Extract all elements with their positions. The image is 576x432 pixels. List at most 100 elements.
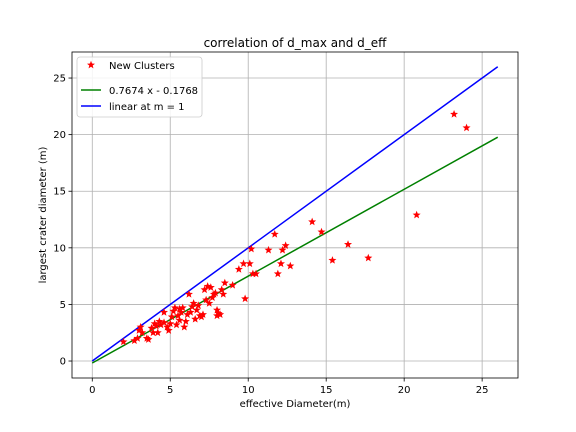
scatter-point	[286, 261, 295, 270]
scatter-point	[160, 308, 168, 316]
scatter-point	[174, 311, 183, 320]
scatter-point	[164, 326, 173, 334]
y-tick-label: 20	[53, 130, 66, 141]
scatter-point	[144, 335, 153, 343]
scatter-point	[175, 316, 184, 324]
scatter-point	[462, 123, 471, 132]
scatter-point	[130, 336, 139, 345]
scatter-point	[153, 328, 162, 337]
x-tick-label: 25	[476, 385, 489, 396]
y-tick-label: 0	[60, 357, 66, 368]
scatter-point	[214, 309, 223, 317]
legend-label-fit: 0.7674 x - 0.1768	[109, 86, 198, 97]
scatter-point	[264, 245, 273, 254]
scatter-point	[213, 305, 222, 314]
scatter-point	[247, 244, 256, 253]
scatter-point	[135, 326, 144, 334]
scatter-point	[178, 303, 187, 312]
scatter-point	[364, 253, 373, 262]
scatter-point	[317, 227, 326, 236]
y-axis-ticks: 0 5 10 15 20 25	[53, 74, 72, 368]
scatter-point	[228, 280, 237, 289]
scatter-point	[412, 210, 421, 219]
scatter-point	[188, 302, 197, 311]
scatter-point	[181, 317, 190, 325]
scatter-point	[142, 334, 151, 342]
scatter-point	[138, 328, 147, 337]
plot-frame	[71, 51, 519, 379]
scatter-point	[163, 322, 172, 331]
x-tick-label: 20	[398, 385, 411, 396]
scatter-point	[252, 269, 261, 278]
scatter-point	[211, 288, 220, 297]
scatter-point	[150, 319, 159, 328]
scatter-point	[180, 322, 189, 331]
scatter-point	[166, 319, 175, 328]
scatter-point	[149, 328, 158, 337]
scatter-point	[219, 290, 228, 298]
scatter-point	[200, 285, 209, 294]
legend-box	[76, 56, 203, 118]
scatter-point	[147, 323, 156, 332]
scatter-point	[344, 240, 353, 248]
y-tick-label: 15	[53, 187, 66, 198]
x-tick-label: 10	[242, 385, 255, 396]
scatter-point	[206, 283, 215, 291]
legend-label-clusters: New Clusters	[109, 61, 175, 72]
scatter-point	[156, 320, 165, 329]
scatter-point	[191, 314, 200, 323]
scatter-point	[167, 312, 176, 321]
scatter-point	[170, 303, 179, 312]
x-tick-label: 5	[167, 385, 173, 396]
scatter-point	[234, 265, 243, 273]
scatter-point	[239, 259, 248, 268]
scatter-point	[184, 290, 193, 298]
scatter-point	[308, 217, 317, 226]
scatter-point	[155, 317, 164, 325]
scatter-point	[205, 299, 214, 307]
scatter-point	[133, 334, 142, 342]
scatter-point	[281, 241, 290, 249]
y-axis-label: largest crater diameter (m)	[38, 147, 49, 284]
x-tick-label: 0	[89, 385, 95, 396]
y-tick-label: 5	[60, 300, 66, 311]
scatter-point	[177, 308, 186, 316]
scatter-point	[160, 318, 168, 326]
legend: New Clusters 0.7674 x - 0.1768 linear at…	[76, 56, 203, 118]
scatter-point	[276, 259, 285, 268]
scatter-point	[119, 337, 128, 346]
scatter-point	[203, 282, 212, 290]
scatter-point	[245, 259, 254, 268]
scatter-point	[195, 311, 204, 320]
scatter-point	[189, 299, 198, 307]
scatter-point	[175, 304, 184, 313]
scatter-point	[208, 293, 217, 302]
scatter-point	[273, 269, 282, 278]
scatter-point	[241, 294, 250, 303]
scatter-point	[202, 295, 211, 304]
scatter-point	[136, 322, 145, 331]
legend-star-marker	[87, 60, 95, 69]
unit-slope-line	[91, 66, 499, 362]
scatter-point	[217, 285, 226, 294]
scatter-point	[169, 307, 178, 315]
scatter-points	[119, 110, 471, 346]
scatter-point	[220, 278, 229, 287]
y-tick-label: 10	[53, 243, 66, 254]
scatter-point	[270, 230, 279, 238]
scatter-point	[328, 256, 337, 264]
scatter-point	[183, 310, 192, 319]
scatter-point	[248, 269, 257, 278]
x-tick-label: 15	[320, 385, 333, 396]
x-axis-label: effective Diameter(m)	[240, 399, 351, 410]
scatter-point	[194, 301, 203, 309]
scatter-point	[192, 305, 201, 314]
scatter-point	[216, 310, 225, 319]
scatter-point	[186, 308, 195, 316]
scatter-point	[199, 310, 207, 319]
scatter-point	[450, 110, 459, 118]
scatter-point	[278, 245, 287, 254]
scatter-point	[152, 321, 161, 330]
scatter-point	[172, 320, 181, 329]
